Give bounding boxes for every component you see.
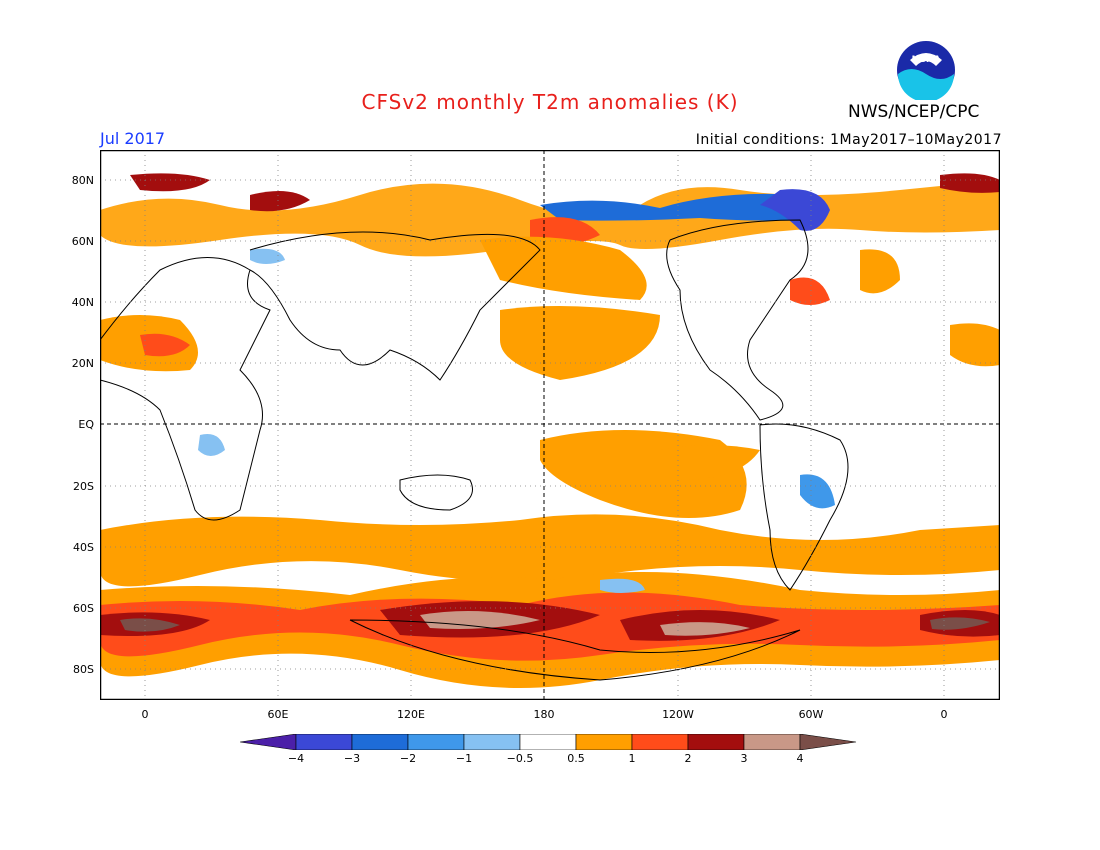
colorbar-label: 2 — [684, 752, 692, 765]
lat-label-80s: 80S — [73, 663, 94, 676]
colorbar-label: 3 — [740, 752, 748, 765]
colorbar-arrow-high — [799, 734, 857, 750]
lon-label-0: 0 — [141, 708, 149, 721]
colorbar-cell — [631, 734, 689, 750]
colorbar-cell — [743, 734, 801, 750]
lon-label-120e: 120E — [397, 708, 425, 721]
colorbar-label: −2 — [399, 752, 417, 765]
colorbar-cell — [351, 734, 409, 750]
logo-text: NOAA — [912, 55, 941, 65]
lat-label-60s: 60S — [73, 602, 94, 615]
colorbar-cell — [407, 734, 465, 750]
agency-label: NWS/NCEP/CPC — [848, 102, 980, 122]
lon-label-120w: 120W — [662, 708, 694, 721]
colorbar-label: 4 — [796, 752, 804, 765]
coastlines — [100, 219, 849, 681]
lon-label-60w: 60W — [798, 708, 824, 721]
lat-label-20n: 20N — [71, 357, 94, 370]
colorbar-label: 1 — [628, 752, 636, 765]
colorbar-label: −3 — [343, 752, 361, 765]
lon-label-60e: 60E — [267, 708, 289, 721]
lat-label-40n: 40N — [71, 296, 94, 309]
colorbar-label: −4 — [287, 752, 305, 765]
colorbar-cell — [519, 734, 577, 750]
chart-title: CFSv2 monthly T2m anomalies (K) — [361, 90, 739, 114]
lat-label-60n: 60N — [71, 235, 94, 248]
anomaly-fields — [100, 173, 1000, 688]
colorbar-cell — [463, 734, 521, 750]
month-label: Jul 2017 — [100, 129, 166, 148]
anomaly-map — [100, 150, 1000, 700]
graticule — [100, 150, 1000, 700]
colorbar-cell — [575, 734, 633, 750]
colorbar-label: 0.5 — [567, 752, 585, 765]
lat-label-20s: 20S — [73, 480, 94, 493]
colorbar-cell — [687, 734, 745, 750]
colorbar-label: −1 — [455, 752, 473, 765]
lat-label-40s: 40S — [73, 541, 94, 554]
colorbar-cell — [295, 734, 353, 750]
lon-label-180: 180 — [533, 708, 555, 721]
lat-label-eq: EQ — [78, 418, 94, 431]
initial-conditions-label: Initial conditions: 1May2017–10May2017 — [695, 132, 1002, 148]
map-border — [100, 150, 1000, 700]
colorbar-label: −0.5 — [506, 752, 534, 765]
noaa-logo: NOAA — [897, 41, 955, 100]
lon-label-0-right: 0 — [940, 708, 948, 721]
colorbar — [240, 734, 857, 750]
lat-label-80n: 80N — [71, 174, 94, 187]
colorbar-arrow-low — [240, 734, 297, 750]
